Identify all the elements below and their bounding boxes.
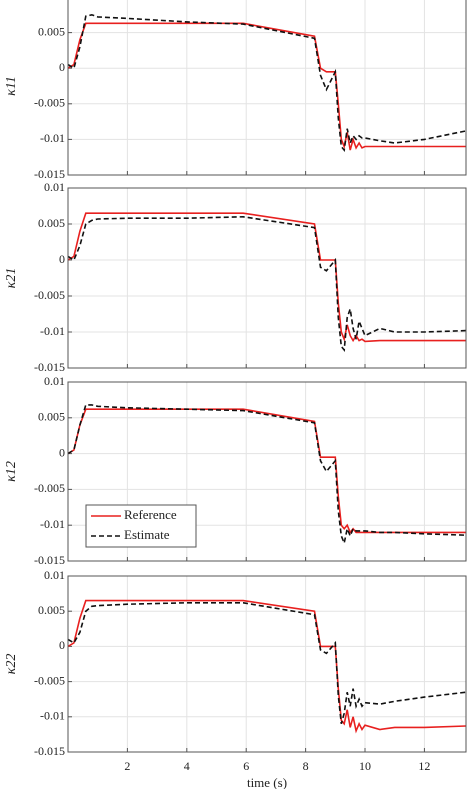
plot-frame: [67, 187, 467, 369]
series-line: [67, 408, 466, 534]
y-tick-label: 0.01: [44, 568, 65, 582]
y-tick-label: -0.005: [34, 673, 65, 687]
series-line: [67, 404, 467, 546]
y-tick-label: 0.01: [44, 374, 65, 388]
legend-label: Estimate: [124, 527, 170, 542]
y-tick-label: 0.005: [38, 410, 65, 424]
x-axis-label: time (s): [247, 775, 287, 789]
plot-frame: [67, 0, 467, 176]
x-tick-label: 6: [243, 759, 249, 773]
y-tick-label: 0: [59, 638, 65, 652]
y-tick-label: 0.01: [44, 0, 65, 3]
plot-frame: [67, 381, 467, 562]
legend-label: Reference: [124, 507, 177, 522]
x-tick-label: 10: [359, 759, 371, 773]
y-axis-label: κ22: [4, 654, 19, 675]
y-tick-label: 0.005: [38, 603, 65, 617]
y-tick-label: -0.01: [40, 517, 65, 531]
y-tick-label: -0.015: [34, 744, 65, 758]
series-line: [67, 13, 467, 153]
x-tick-label: 4: [184, 759, 190, 773]
series-line: [67, 22, 466, 151]
y-axis-label: κ12: [4, 461, 19, 482]
x-tick-label: 12: [418, 759, 430, 773]
y-axis-label: κ11: [4, 76, 19, 96]
y-tick-label: 0.005: [38, 24, 65, 38]
legend-box: [85, 504, 197, 548]
y-tick-label: -0.005: [34, 481, 65, 495]
x-tick-label: 8: [303, 759, 309, 773]
y-axis-label: κ21: [4, 268, 19, 289]
y-tick-label: 0: [59, 445, 65, 459]
y-tick-label: 0: [59, 60, 65, 74]
y-tick-label: 0.01: [44, 180, 65, 194]
series-line: [67, 215, 467, 353]
series-line: [67, 599, 467, 734]
y-tick-label: -0.01: [40, 324, 65, 338]
y-tick-label: 0: [59, 252, 65, 266]
y-tick-label: -0.01: [40, 709, 65, 723]
series-line: [67, 602, 467, 725]
y-tick-label: -0.005: [34, 288, 65, 302]
y-tick-label: -0.015: [34, 360, 65, 374]
y-tick-label: -0.015: [34, 167, 65, 181]
y-tick-label: 0.005: [38, 216, 65, 230]
y-tick-label: -0.01: [40, 131, 65, 145]
y-tick-label: -0.005: [34, 96, 65, 110]
plot-frame: [67, 575, 467, 753]
y-tick-label: -0.015: [34, 553, 65, 567]
x-tick-label: 2: [124, 759, 130, 773]
